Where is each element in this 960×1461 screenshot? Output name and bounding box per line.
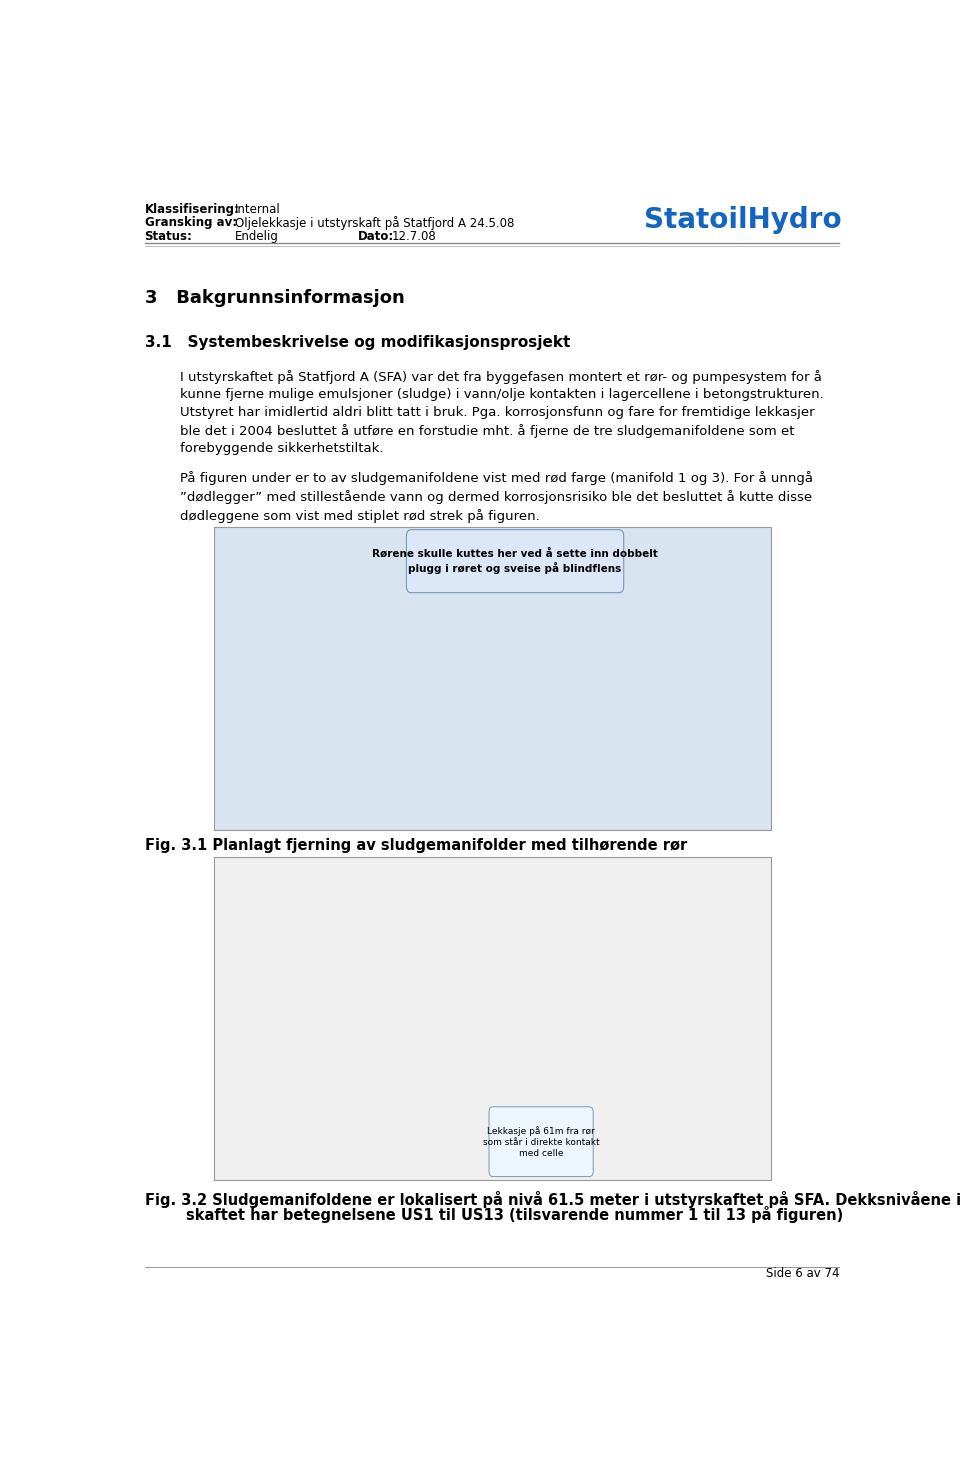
Text: I utstyrskaftet på Statfjord A (SFA) var det fra byggefasen montert et rør- og p: I utstyrskaftet på Statfjord A (SFA) var…: [180, 370, 824, 456]
Text: Internal: Internal: [235, 203, 281, 216]
Text: Fig. 3.2 Sludgemanifoldene er lokalisert på nivå 61.5 meter i utstyrskaftet på S: Fig. 3.2 Sludgemanifoldene er lokalisert…: [145, 1191, 960, 1208]
Text: 3   Bakgrunnsinformasjon: 3 Bakgrunnsinformasjon: [145, 289, 404, 307]
Text: På figuren under er to av sludgemanifoldene vist med rød farge (manifold 1 og 3): På figuren under er to av sludgemanifold…: [180, 472, 812, 523]
Text: Fig. 3.1 Planlagt fjerning av sludgemanifolder med tilhørende rør: Fig. 3.1 Planlagt fjerning av sludgemani…: [145, 839, 686, 853]
Bar: [214, 527, 771, 830]
FancyBboxPatch shape: [489, 1107, 593, 1176]
Text: 3.1   Systembeskrivelse og modifikasjonsprosjekt: 3.1 Systembeskrivelse og modifikasjonspr…: [145, 335, 570, 351]
Text: StatoilHydro: StatoilHydro: [644, 206, 842, 234]
Text: Endelig: Endelig: [235, 229, 279, 243]
Text: Rørene skulle kuttes her ved å sette inn dobbelt
plugg i røret og sveise på blin: Rørene skulle kuttes her ved å sette inn…: [372, 548, 658, 574]
Text: Klassifisering:: Klassifisering:: [145, 203, 239, 216]
Text: Side 6 av 74: Side 6 av 74: [766, 1267, 839, 1280]
Text: Lekkasje på 61m fra rør
som står i direkte kontakt
med celle: Lekkasje på 61m fra rør som står i direk…: [483, 1125, 599, 1157]
Text: Oljelekkasje i utstyrskaft på Statfjord A 24.5.08: Oljelekkasje i utstyrskaft på Statfjord …: [235, 216, 515, 231]
Text: Dato:: Dato:: [358, 229, 395, 243]
Text: Gransking av:: Gransking av:: [145, 216, 237, 229]
Bar: [214, 858, 771, 1180]
Text: 12.7.08: 12.7.08: [392, 229, 436, 243]
Text: Status:: Status:: [145, 229, 192, 243]
FancyBboxPatch shape: [406, 530, 624, 593]
Text: skaftet har betegnelsene US1 til US13 (tilsvarende nummer 1 til 13 på figuren): skaftet har betegnelsene US1 til US13 (t…: [145, 1205, 843, 1223]
